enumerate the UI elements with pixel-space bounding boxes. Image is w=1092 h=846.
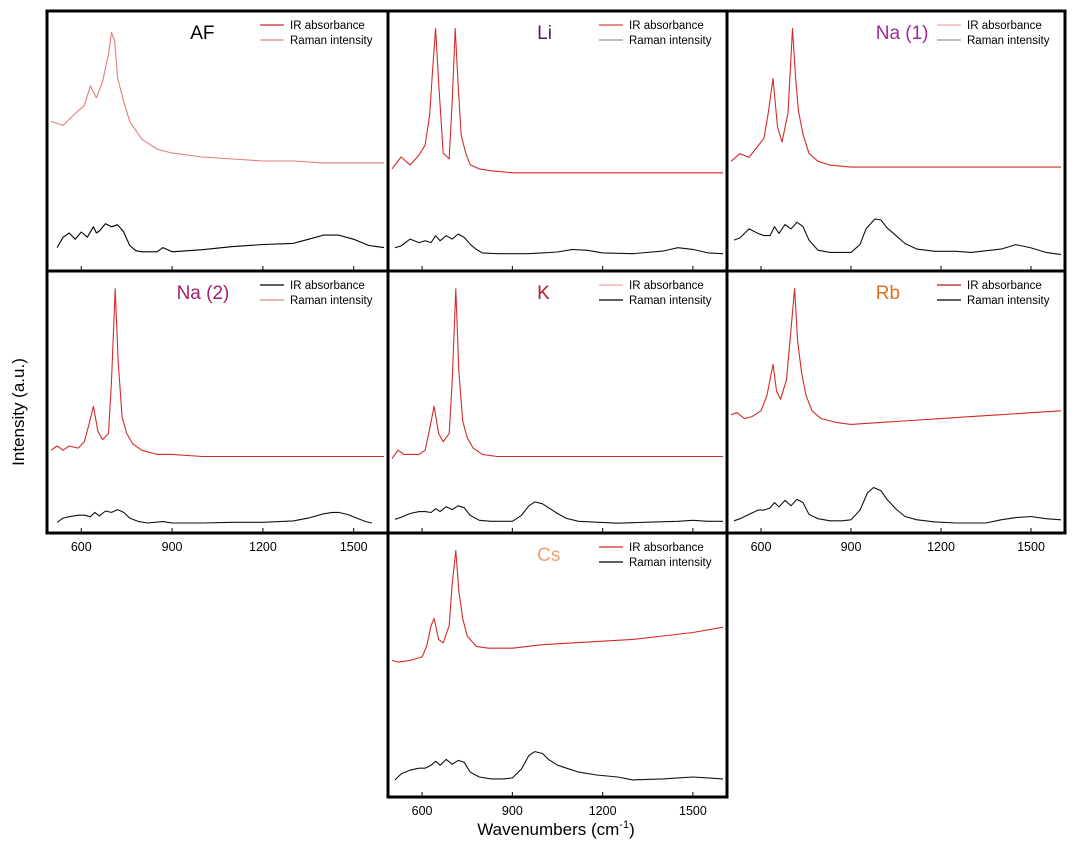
panel-frame xyxy=(386,531,729,799)
panel-title: Li xyxy=(537,23,552,44)
x-tick-label: 900 xyxy=(162,540,183,554)
legend-label: IR absorbance xyxy=(290,280,365,292)
figure-axis-titles: Intensity (a.u.) Wavenumbers (cm-1) xyxy=(9,358,635,839)
series-line-raman-intensity xyxy=(56,509,373,524)
legend-label: IR absorbance xyxy=(629,20,704,32)
x-tick-label: 1500 xyxy=(679,804,707,818)
x-tick-label: 1200 xyxy=(589,804,617,818)
legend-label: Raman intensity xyxy=(967,295,1050,307)
x-axis-title-main: Wavenumbers (cm xyxy=(477,820,619,839)
panel-na-1: Na (1) IR absorbance Raman intensity xyxy=(725,9,1067,273)
x-tick-label: 600 xyxy=(412,804,433,818)
x-tick-label: 1500 xyxy=(340,540,368,554)
panel-frame xyxy=(386,269,729,535)
legend-label: Raman intensity xyxy=(967,35,1050,47)
series-line-ir-absorbance xyxy=(730,288,1062,425)
panel-li: Li IR absorbance Raman intensity xyxy=(386,9,729,273)
legend-label: Raman intensity xyxy=(629,295,712,307)
legend-label: Raman intensity xyxy=(290,35,373,47)
legend-label: Raman intensity xyxy=(290,295,373,307)
panel-af: AF IR absorbance Raman intensity xyxy=(45,9,390,273)
panel-title: AF xyxy=(190,23,214,44)
series-line-raman-intensity xyxy=(394,233,724,255)
panel-title: K xyxy=(537,283,550,304)
legend-label: IR absorbance xyxy=(629,280,704,292)
legend-label: IR absorbance xyxy=(967,280,1042,292)
panel-title: Cs xyxy=(537,545,560,566)
legend-label: Raman intensity xyxy=(629,557,712,569)
x-tick-label: 900 xyxy=(502,804,523,818)
series-line-ir-absorbance xyxy=(391,288,723,459)
series-line-ir-absorbance xyxy=(50,31,384,164)
y-axis-title: Intensity (a.u.) xyxy=(9,358,28,466)
legend-label: IR absorbance xyxy=(967,20,1042,32)
panel-frame xyxy=(45,269,390,535)
series-line-ir-absorbance xyxy=(391,550,724,663)
x-tick-label: 1200 xyxy=(249,540,277,554)
x-tick-label: 1500 xyxy=(1017,540,1045,554)
panel-rb: 600 900 1200 1500 Rb IR absorbance Raman inten… xyxy=(725,269,1067,554)
panel-k: K IR absorbance Raman intensity xyxy=(386,269,729,535)
legend-label: Raman intensity xyxy=(629,35,712,47)
x-tick-label: 600 xyxy=(751,540,772,554)
x-tick-label: 900 xyxy=(841,540,862,554)
legend-label: IR absorbance xyxy=(290,20,365,32)
panel-frame xyxy=(725,269,1067,535)
series-line-raman-intensity xyxy=(56,223,385,253)
x-tick-label: 600 xyxy=(71,540,92,554)
series-line-raman-intensity xyxy=(733,486,1062,524)
series-line-ir-absorbance xyxy=(730,27,1061,168)
panel-grid: AF IR absorbance Raman intensity Li IR absor… xyxy=(45,9,1067,818)
series-line-raman-intensity xyxy=(394,501,723,524)
x-axis-title-superscript: -1 xyxy=(619,819,629,831)
legend-label: IR absorbance xyxy=(629,542,704,554)
panel-title: Na (1) xyxy=(876,23,929,44)
panel-frame xyxy=(386,9,729,273)
series-line-raman-intensity xyxy=(394,751,724,781)
x-tick-label: 1200 xyxy=(927,540,955,554)
series-line-raman-intensity xyxy=(733,218,1062,256)
panel-title: Rb xyxy=(876,283,900,304)
x-axis-title-end: ) xyxy=(629,820,635,839)
x-axis-title: Wavenumbers (cm-1) xyxy=(477,819,634,839)
panel-cs: 600 900 1200 1500 Cs IR absorbance Raman inten… xyxy=(386,531,729,818)
series-line-ir-absorbance xyxy=(50,288,384,458)
panel-title: Na (2) xyxy=(177,283,230,304)
series-line-ir-absorbance xyxy=(391,28,723,174)
panel-na-2: Na (2) IR absorbance Raman intensity xyxy=(45,269,390,535)
